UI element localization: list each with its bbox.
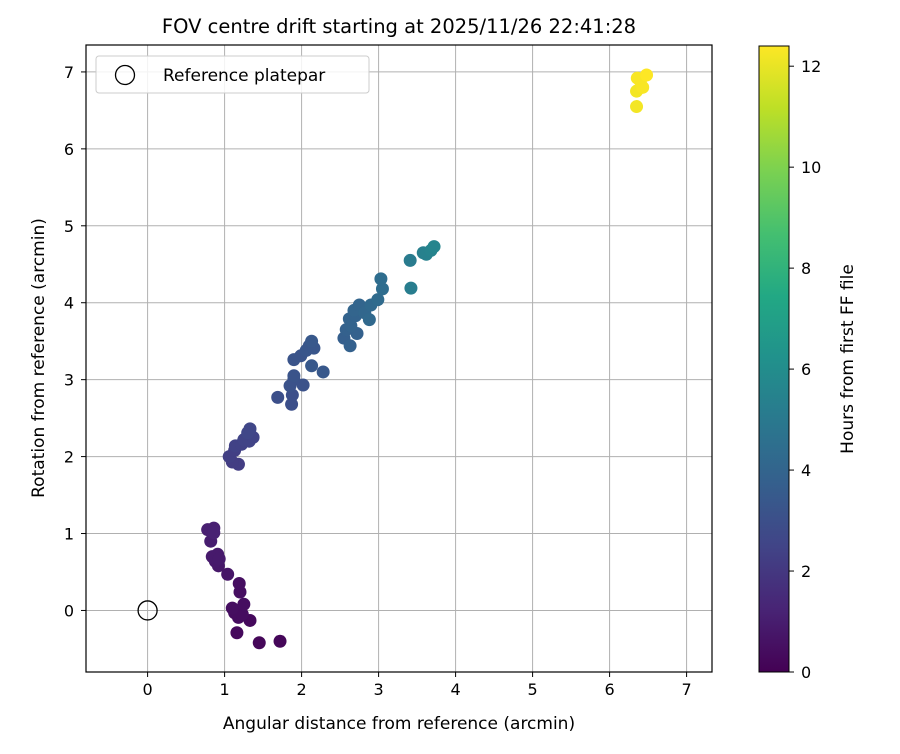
data-point	[232, 577, 246, 591]
colorbar-tick-label: 12	[801, 57, 821, 76]
colorbar-gradient	[758, 45, 790, 673]
data-point	[630, 100, 644, 114]
data-point	[362, 313, 376, 327]
y-tick-label: 5	[64, 217, 74, 236]
data-point	[371, 293, 385, 307]
colorbar-tick-label: 4	[801, 461, 811, 480]
reference-point	[137, 600, 158, 621]
data-point	[252, 636, 266, 650]
colorbar-ticks: 0 2 4 6 8 10 12	[789, 57, 821, 682]
data-point	[375, 282, 389, 296]
data-point	[316, 365, 330, 379]
x-tick-label: 7	[681, 680, 691, 699]
colorbar-label: Hours from first FF file	[838, 264, 858, 454]
colorbar-tick-label: 0	[801, 663, 811, 682]
legend-label-reference-platepar: Reference platepar	[163, 66, 325, 86]
y-tick-label: 0	[64, 601, 74, 620]
x-tick-label: 4	[451, 680, 461, 699]
legend: Reference platepar	[95, 55, 370, 94]
axis-ticks: 0 1 2 3 4 5 6 7 0 1 2 3 4 5 6 7	[64, 63, 692, 699]
x-tick-label: 2	[297, 680, 307, 699]
colorbar: 0 2 4 6 8 10 12 Hours from first FF file	[758, 45, 858, 682]
plot-frame	[85, 44, 713, 673]
data-point	[305, 334, 319, 348]
data-point	[640, 68, 654, 82]
data-point	[305, 359, 319, 373]
data-point	[427, 240, 441, 254]
data-point	[403, 253, 417, 267]
x-axis-label: Angular distance from reference (arcmin)	[223, 714, 575, 734]
data-point	[221, 567, 235, 581]
legend-marker-reference-platepar	[114, 64, 136, 86]
grid-lines	[86, 45, 712, 672]
data-point	[343, 339, 357, 353]
colorbar-tick-label: 2	[801, 562, 811, 581]
x-tick-label: 1	[220, 680, 230, 699]
x-tick-label: 3	[374, 680, 384, 699]
data-point	[287, 369, 301, 383]
data-point	[243, 422, 257, 436]
y-tick-label: 4	[64, 294, 74, 313]
legend-box	[95, 55, 370, 94]
data-point	[374, 272, 388, 286]
data-point	[271, 390, 285, 404]
y-tick-label: 3	[64, 371, 74, 390]
y-tick-label: 2	[64, 448, 74, 467]
data-point	[273, 634, 287, 648]
data-point	[235, 607, 249, 621]
data-points	[137, 68, 654, 650]
chart-title: FOV centre drift starting at 2025/11/26 …	[162, 15, 636, 38]
colorbar-tick-label: 6	[801, 360, 811, 379]
data-point	[212, 552, 226, 566]
data-point	[237, 597, 251, 611]
x-tick-label: 5	[527, 680, 537, 699]
colorbar-tick-label: 10	[801, 158, 821, 177]
data-point	[230, 626, 244, 640]
y-tick-label: 1	[64, 525, 74, 544]
y-tick-label: 6	[64, 140, 74, 159]
data-point	[404, 281, 418, 295]
data-point	[207, 526, 221, 540]
x-tick-label: 6	[604, 680, 614, 699]
y-axis-label: Rotation from reference (arcmin)	[29, 218, 49, 498]
colorbar-tick-label: 8	[801, 259, 811, 278]
data-point	[225, 601, 239, 615]
x-tick-label: 0	[143, 680, 153, 699]
y-tick-label: 7	[64, 63, 74, 82]
